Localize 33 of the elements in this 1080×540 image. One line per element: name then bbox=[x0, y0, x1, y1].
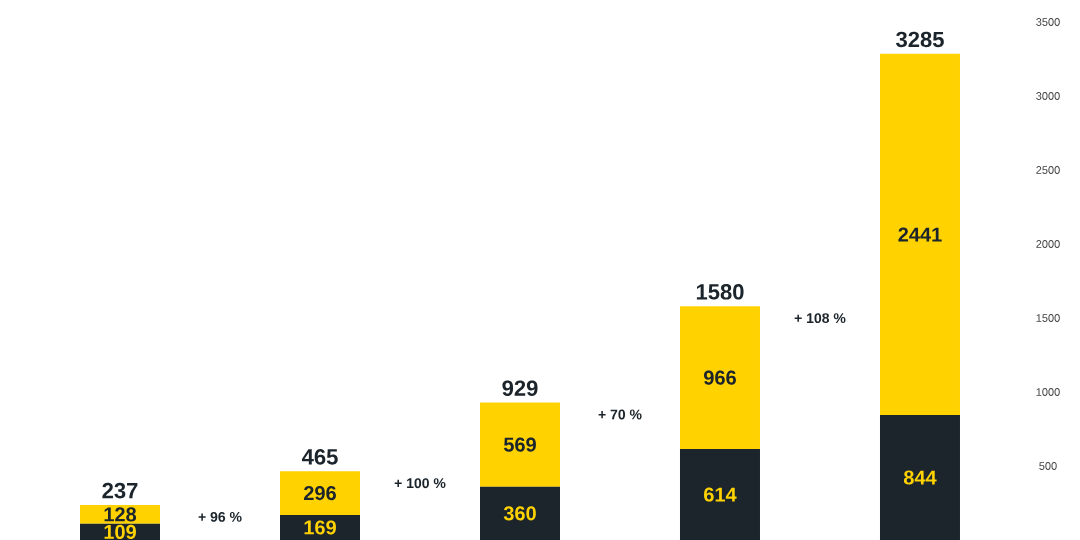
total-label: 1580 bbox=[696, 284, 744, 300]
data-label: 614 bbox=[704, 487, 737, 502]
bar bbox=[879, 415, 960, 540]
data-label: 569 bbox=[503, 437, 536, 452]
data-label: 296 bbox=[304, 486, 336, 501]
bar bbox=[679, 449, 760, 540]
y-tick-label: 2500 bbox=[1036, 166, 1060, 174]
data-label: 844 bbox=[903, 470, 937, 485]
bar bbox=[879, 53, 960, 416]
bar bbox=[480, 402, 560, 487]
total-label: 465 bbox=[301, 449, 338, 465]
total-label: 3285 bbox=[896, 31, 944, 48]
data-label: 169 bbox=[304, 520, 336, 535]
y-tick-label: 1500 bbox=[1036, 314, 1060, 322]
data-label: 966 bbox=[704, 370, 736, 385]
y-tick-label: 500 bbox=[1039, 462, 1057, 470]
y-tick-label: 3000 bbox=[1036, 92, 1060, 100]
y-tick-label: 2000 bbox=[1036, 240, 1060, 248]
bar bbox=[280, 471, 360, 515]
annotation: + 108 % bbox=[794, 313, 846, 324]
y-tick-label: 1000 bbox=[1036, 388, 1060, 396]
annotation: + 100 % bbox=[394, 478, 446, 489]
total-label: 237 bbox=[102, 482, 138, 499]
data-label: 128 bbox=[104, 507, 137, 522]
data-label: 109 bbox=[104, 524, 136, 539]
annotation: + 70 % bbox=[598, 409, 642, 420]
data-label: 360 bbox=[503, 506, 536, 521]
y-tick-label: 3500 bbox=[1036, 18, 1060, 26]
data-label: 2441 bbox=[898, 227, 942, 242]
total-label: 929 bbox=[502, 380, 538, 396]
annotation: + 96 % bbox=[198, 511, 242, 522]
bar bbox=[679, 306, 760, 450]
bar bbox=[480, 486, 560, 540]
